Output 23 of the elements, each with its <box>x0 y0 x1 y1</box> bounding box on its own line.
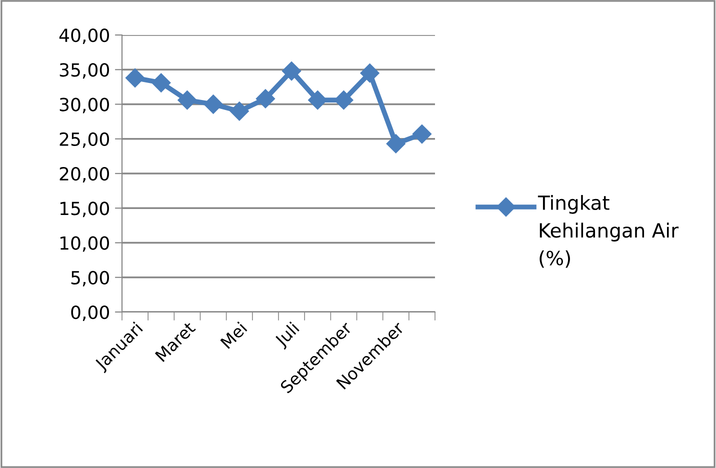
point <box>360 64 380 83</box>
point <box>178 90 197 110</box>
y-tick-label: 25,00 <box>60 132 109 148</box>
point <box>126 68 145 88</box>
point <box>386 134 406 154</box>
y-tick-label: 30,00 <box>60 98 109 114</box>
legend-label: Tingkat Kehilangan Air (%) <box>538 195 679 268</box>
point <box>282 61 302 81</box>
point <box>152 73 171 92</box>
point <box>230 102 249 121</box>
point <box>308 90 328 110</box>
y-tick-label: 40,00 <box>59 28 109 44</box>
y-tick-label: 10,00 <box>60 236 109 252</box>
y-tick-label: 0,00 <box>71 305 109 321</box>
point <box>412 124 432 144</box>
point <box>256 89 275 108</box>
y-tick-label: 15,00 <box>60 202 109 218</box>
x-tick-label: Mei <box>220 321 248 349</box>
y-tick-label: 20,00 <box>60 166 109 182</box>
point <box>204 94 223 114</box>
y-tick-label: 5,00 <box>71 270 109 286</box>
point <box>334 90 354 110</box>
y-tick-label: 35,00 <box>60 63 109 79</box>
